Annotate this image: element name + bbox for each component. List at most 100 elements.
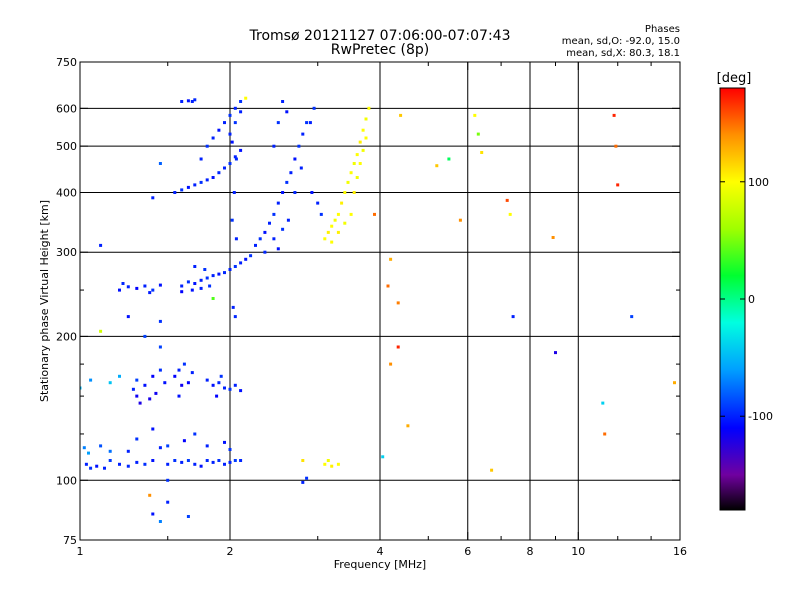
data-point (343, 191, 347, 194)
data-point (203, 268, 207, 271)
chart-subtitle: RwPretec (8p) (331, 42, 429, 58)
data-point (211, 136, 215, 140)
data-point (99, 243, 103, 247)
data-point (473, 113, 477, 117)
data-point (281, 191, 285, 194)
data-point (239, 261, 243, 265)
x-tick-label: 4 (377, 545, 384, 558)
data-point (233, 106, 237, 110)
data-point (285, 180, 289, 184)
data-point (367, 106, 371, 110)
data-point (180, 100, 184, 103)
data-point (205, 444, 209, 448)
data-point (211, 274, 215, 278)
data-point (358, 140, 362, 144)
data-point (180, 383, 184, 387)
data-point (158, 283, 162, 287)
data-point (158, 368, 162, 372)
data-point (310, 191, 314, 194)
data-point (158, 520, 162, 523)
data-point (223, 121, 226, 125)
x-axis-label: Frequency [MHz] (334, 558, 426, 571)
data-point (373, 212, 376, 216)
data-point (99, 329, 103, 333)
data-point (272, 144, 276, 148)
data-point (346, 180, 350, 184)
data-point (228, 113, 232, 117)
data-point (199, 286, 203, 290)
data-point (186, 515, 190, 518)
data-point (239, 110, 243, 114)
data-point (205, 276, 209, 280)
data-point (554, 351, 557, 355)
data-point (228, 268, 232, 271)
data-point (118, 462, 121, 466)
data-point (186, 99, 190, 103)
data-point (143, 284, 147, 288)
data-point (223, 386, 226, 390)
y-tick-label: 300 (56, 246, 77, 259)
data-point (151, 427, 155, 431)
data-point (135, 378, 139, 382)
data-point (186, 381, 190, 385)
data-point (217, 459, 221, 462)
data-point (447, 157, 451, 161)
data-point (84, 462, 88, 466)
data-point (199, 464, 203, 468)
data-point (199, 157, 203, 161)
data-point (239, 389, 243, 393)
data-point (138, 401, 142, 405)
data-point (217, 171, 221, 175)
data-point (217, 272, 221, 276)
data-point (158, 162, 162, 165)
data-point (364, 136, 368, 140)
data-point (95, 464, 99, 468)
data-point (232, 191, 236, 194)
data-point (276, 121, 280, 125)
data-point (131, 387, 135, 391)
data-point (228, 387, 232, 391)
data-point (143, 383, 147, 387)
y-tick-label: 750 (56, 56, 77, 69)
data-point (180, 284, 184, 288)
data-point (276, 201, 280, 205)
data-point (228, 448, 232, 451)
data-point (289, 171, 293, 175)
data-point (276, 247, 280, 251)
data-point (190, 371, 194, 375)
data-point (326, 459, 330, 462)
data-point (223, 440, 226, 444)
y-tick-label: 400 (56, 186, 77, 199)
data-point (82, 446, 86, 450)
data-point (215, 394, 219, 398)
data-point (135, 437, 139, 441)
y-tick-label: 100 (56, 474, 77, 487)
data-point (301, 132, 305, 136)
data-point (476, 132, 480, 136)
data-point (199, 180, 203, 184)
colorbar-ticks: 100 0 -100 (720, 176, 773, 423)
data-point (135, 286, 139, 290)
data-point (616, 183, 620, 187)
data-point (263, 230, 267, 234)
data-point (399, 113, 403, 117)
data-point (396, 345, 400, 349)
colorbar-tick-label: -100 (748, 410, 773, 423)
data-point (336, 230, 340, 234)
data-point (239, 100, 243, 103)
data-point (186, 280, 190, 284)
data-point (126, 449, 130, 453)
data-point (233, 121, 237, 125)
data-point (228, 460, 232, 464)
colorbar-tick-label: 100 (748, 176, 769, 189)
data-point (163, 381, 167, 385)
data-point (205, 144, 209, 148)
y-axis-label: Stationary phase Virtual Height [km] (38, 200, 51, 402)
data-point (301, 459, 305, 462)
data-point (231, 305, 235, 309)
data-point (511, 315, 515, 319)
data-point (330, 464, 334, 468)
data-point (361, 128, 365, 132)
y-tick-label: 75 (63, 534, 77, 547)
data-point (223, 166, 226, 170)
